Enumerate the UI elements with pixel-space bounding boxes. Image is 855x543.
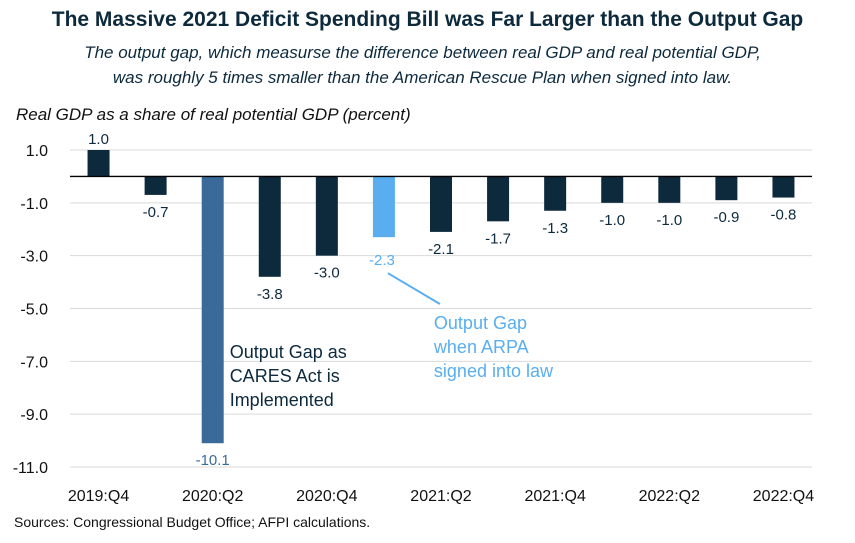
cares-annotation-line: Implemented <box>230 390 334 410</box>
source-note: Sources: Congressional Budget Office; AF… <box>14 514 371 530</box>
data-label: -10.1 <box>196 452 230 469</box>
bar <box>487 176 510 222</box>
bar <box>430 176 452 232</box>
cares-annotation-line: CARES Act is <box>230 366 340 386</box>
subtitle-line-1: The output gap, which measurse the diffe… <box>84 43 761 62</box>
data-label: -0.9 <box>713 209 739 226</box>
bar <box>372 176 395 238</box>
y-tick-label: -9.0 <box>20 407 48 424</box>
data-label: -0.8 <box>771 207 797 224</box>
y-tick-label: -1.0 <box>20 196 48 213</box>
data-label: -1.0 <box>599 212 625 229</box>
bar <box>315 176 338 256</box>
cares-annotation-line: Output Gap as <box>230 342 347 362</box>
data-label: -1.7 <box>485 230 511 247</box>
bar <box>658 176 681 203</box>
y-tick-label: -5.0 <box>20 302 48 319</box>
subtitle-line-2: was roughly 5 times smaller than the Ame… <box>112 68 733 87</box>
x-tick-label: 2022:Q2 <box>639 488 700 505</box>
bar <box>144 176 167 195</box>
data-label: -0.7 <box>143 204 169 221</box>
y-tick-label: 1.0 <box>26 143 48 160</box>
arpa-leader-line <box>387 272 441 305</box>
y-tick-label: -7.0 <box>20 354 48 371</box>
data-label: -3.8 <box>257 286 283 303</box>
data-label: -1.3 <box>542 220 568 237</box>
data-label: 1.0 <box>88 131 109 148</box>
data-label: -1.0 <box>656 212 682 229</box>
x-tick-label: 2021:Q4 <box>524 488 585 505</box>
bar <box>601 176 624 203</box>
data-label: -3.0 <box>314 265 340 282</box>
bar <box>258 176 281 277</box>
x-tick-label: 2019:Q4 <box>68 488 129 505</box>
bar <box>87 150 110 177</box>
x-tick-label: 2021:Q2 <box>410 488 471 505</box>
arpa-annotation-line: when ARPA <box>433 337 529 357</box>
x-tick-label: 2020:Q4 <box>296 488 357 505</box>
x-tick-label: 2020:Q2 <box>182 488 243 505</box>
y-tick-label: -3.0 <box>20 249 48 266</box>
arpa-annotation-line: signed into law <box>434 361 554 381</box>
data-label: -2.3 <box>369 252 395 269</box>
y-tick-label: -11.0 <box>13 460 48 477</box>
chart-title: The Massive 2021 Deficit Spending Bill w… <box>51 8 804 31</box>
chart-subtitle: The output gap, which measurse the diffe… <box>0 40 845 90</box>
x-tick-label: 2022:Q4 <box>753 488 814 505</box>
bar <box>715 176 738 201</box>
data-label: -2.1 <box>428 241 454 258</box>
arpa-annotation-line: Output Gap <box>434 313 527 333</box>
bar <box>544 176 567 211</box>
bar <box>201 176 224 444</box>
y-axis-label: Real GDP as a share of real potential GD… <box>16 105 411 124</box>
bar <box>772 176 795 198</box>
